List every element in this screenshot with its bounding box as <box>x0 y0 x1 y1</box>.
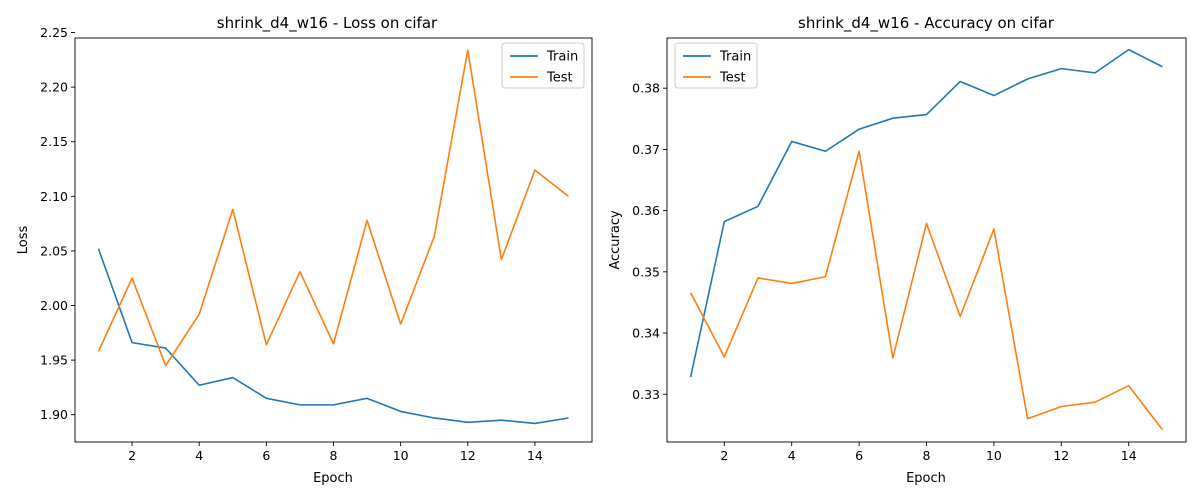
loss-ytick-label: 1.95 <box>40 353 68 368</box>
accuracy-xtick-label: 4 <box>788 448 796 463</box>
loss-series-train-line <box>97 248 569 425</box>
accuracy-series-test-line <box>689 150 1164 431</box>
loss-ytick-label: 2.20 <box>40 80 68 95</box>
loss-xtick-label: 4 <box>195 448 203 463</box>
accuracy-chart-axes-frame <box>666 37 1187 443</box>
loss-chart-axes-frame <box>74 37 593 443</box>
accuracy-legend-label-train: Train <box>719 50 751 65</box>
accuracy-ytick-label: 0.33 <box>632 387 660 402</box>
accuracy-chart-panel: shrink_d4_w16 - Accuracy on cifar Epoch … <box>608 14 1187 486</box>
accuracy-ytick-label: 0.36 <box>632 203 660 218</box>
accuracy-xtick-label: 14 <box>1121 448 1137 463</box>
accuracy-xtick-label: 12 <box>1053 448 1069 463</box>
loss-ytick-label: 2.05 <box>40 243 68 258</box>
loss-chart-panel: shrink_d4_w16 - Loss on cifar Epoch Loss… <box>16 14 593 486</box>
loss-legend-label-test: Test <box>546 71 573 86</box>
accuracy-ytick-label: 0.35 <box>632 264 660 279</box>
loss-xtick-label: 6 <box>262 448 270 463</box>
accuracy-ytick-label: 0.37 <box>632 142 660 157</box>
accuracy-xtick-label: 10 <box>986 448 1002 463</box>
loss-ytick-label: 2.00 <box>40 298 68 313</box>
loss-chart-xlabel: Epoch <box>313 471 353 486</box>
loss-ytick-label: 2.15 <box>40 134 68 149</box>
loss-xtick-label: 14 <box>527 448 543 463</box>
loss-ytick-label: 2.25 <box>40 25 68 40</box>
accuracy-xtick-label: 2 <box>720 448 728 463</box>
loss-ytick-label: 2.10 <box>40 189 68 204</box>
loss-chart-ylabel: Loss <box>16 226 31 255</box>
accuracy-ytick-label: 0.38 <box>632 81 660 96</box>
accuracy-chart-ylabel: Accuracy <box>608 210 623 270</box>
loss-xtick-label: 12 <box>460 448 476 463</box>
accuracy-xtick-label: 8 <box>923 448 931 463</box>
loss-xtick-label: 8 <box>330 448 338 463</box>
accuracy-ytick-label: 0.34 <box>632 326 660 341</box>
loss-ytick-label: 1.90 <box>40 407 68 422</box>
loss-legend-label-train: Train <box>546 50 578 65</box>
loss-chart-title: shrink_d4_w16 - Loss on cifar <box>217 14 438 33</box>
loss-series-test-line <box>97 49 569 367</box>
accuracy-xtick-label: 6 <box>855 448 863 463</box>
accuracy-legend-label-test: Test <box>719 71 746 86</box>
accuracy-series-train-line <box>689 48 1163 378</box>
loss-xtick-label: 2 <box>128 448 136 463</box>
accuracy-chart-title: shrink_d4_w16 - Accuracy on cifar <box>798 14 1055 33</box>
loss-xtick-label: 10 <box>393 448 409 463</box>
accuracy-chart-xlabel: Epoch <box>906 471 946 486</box>
